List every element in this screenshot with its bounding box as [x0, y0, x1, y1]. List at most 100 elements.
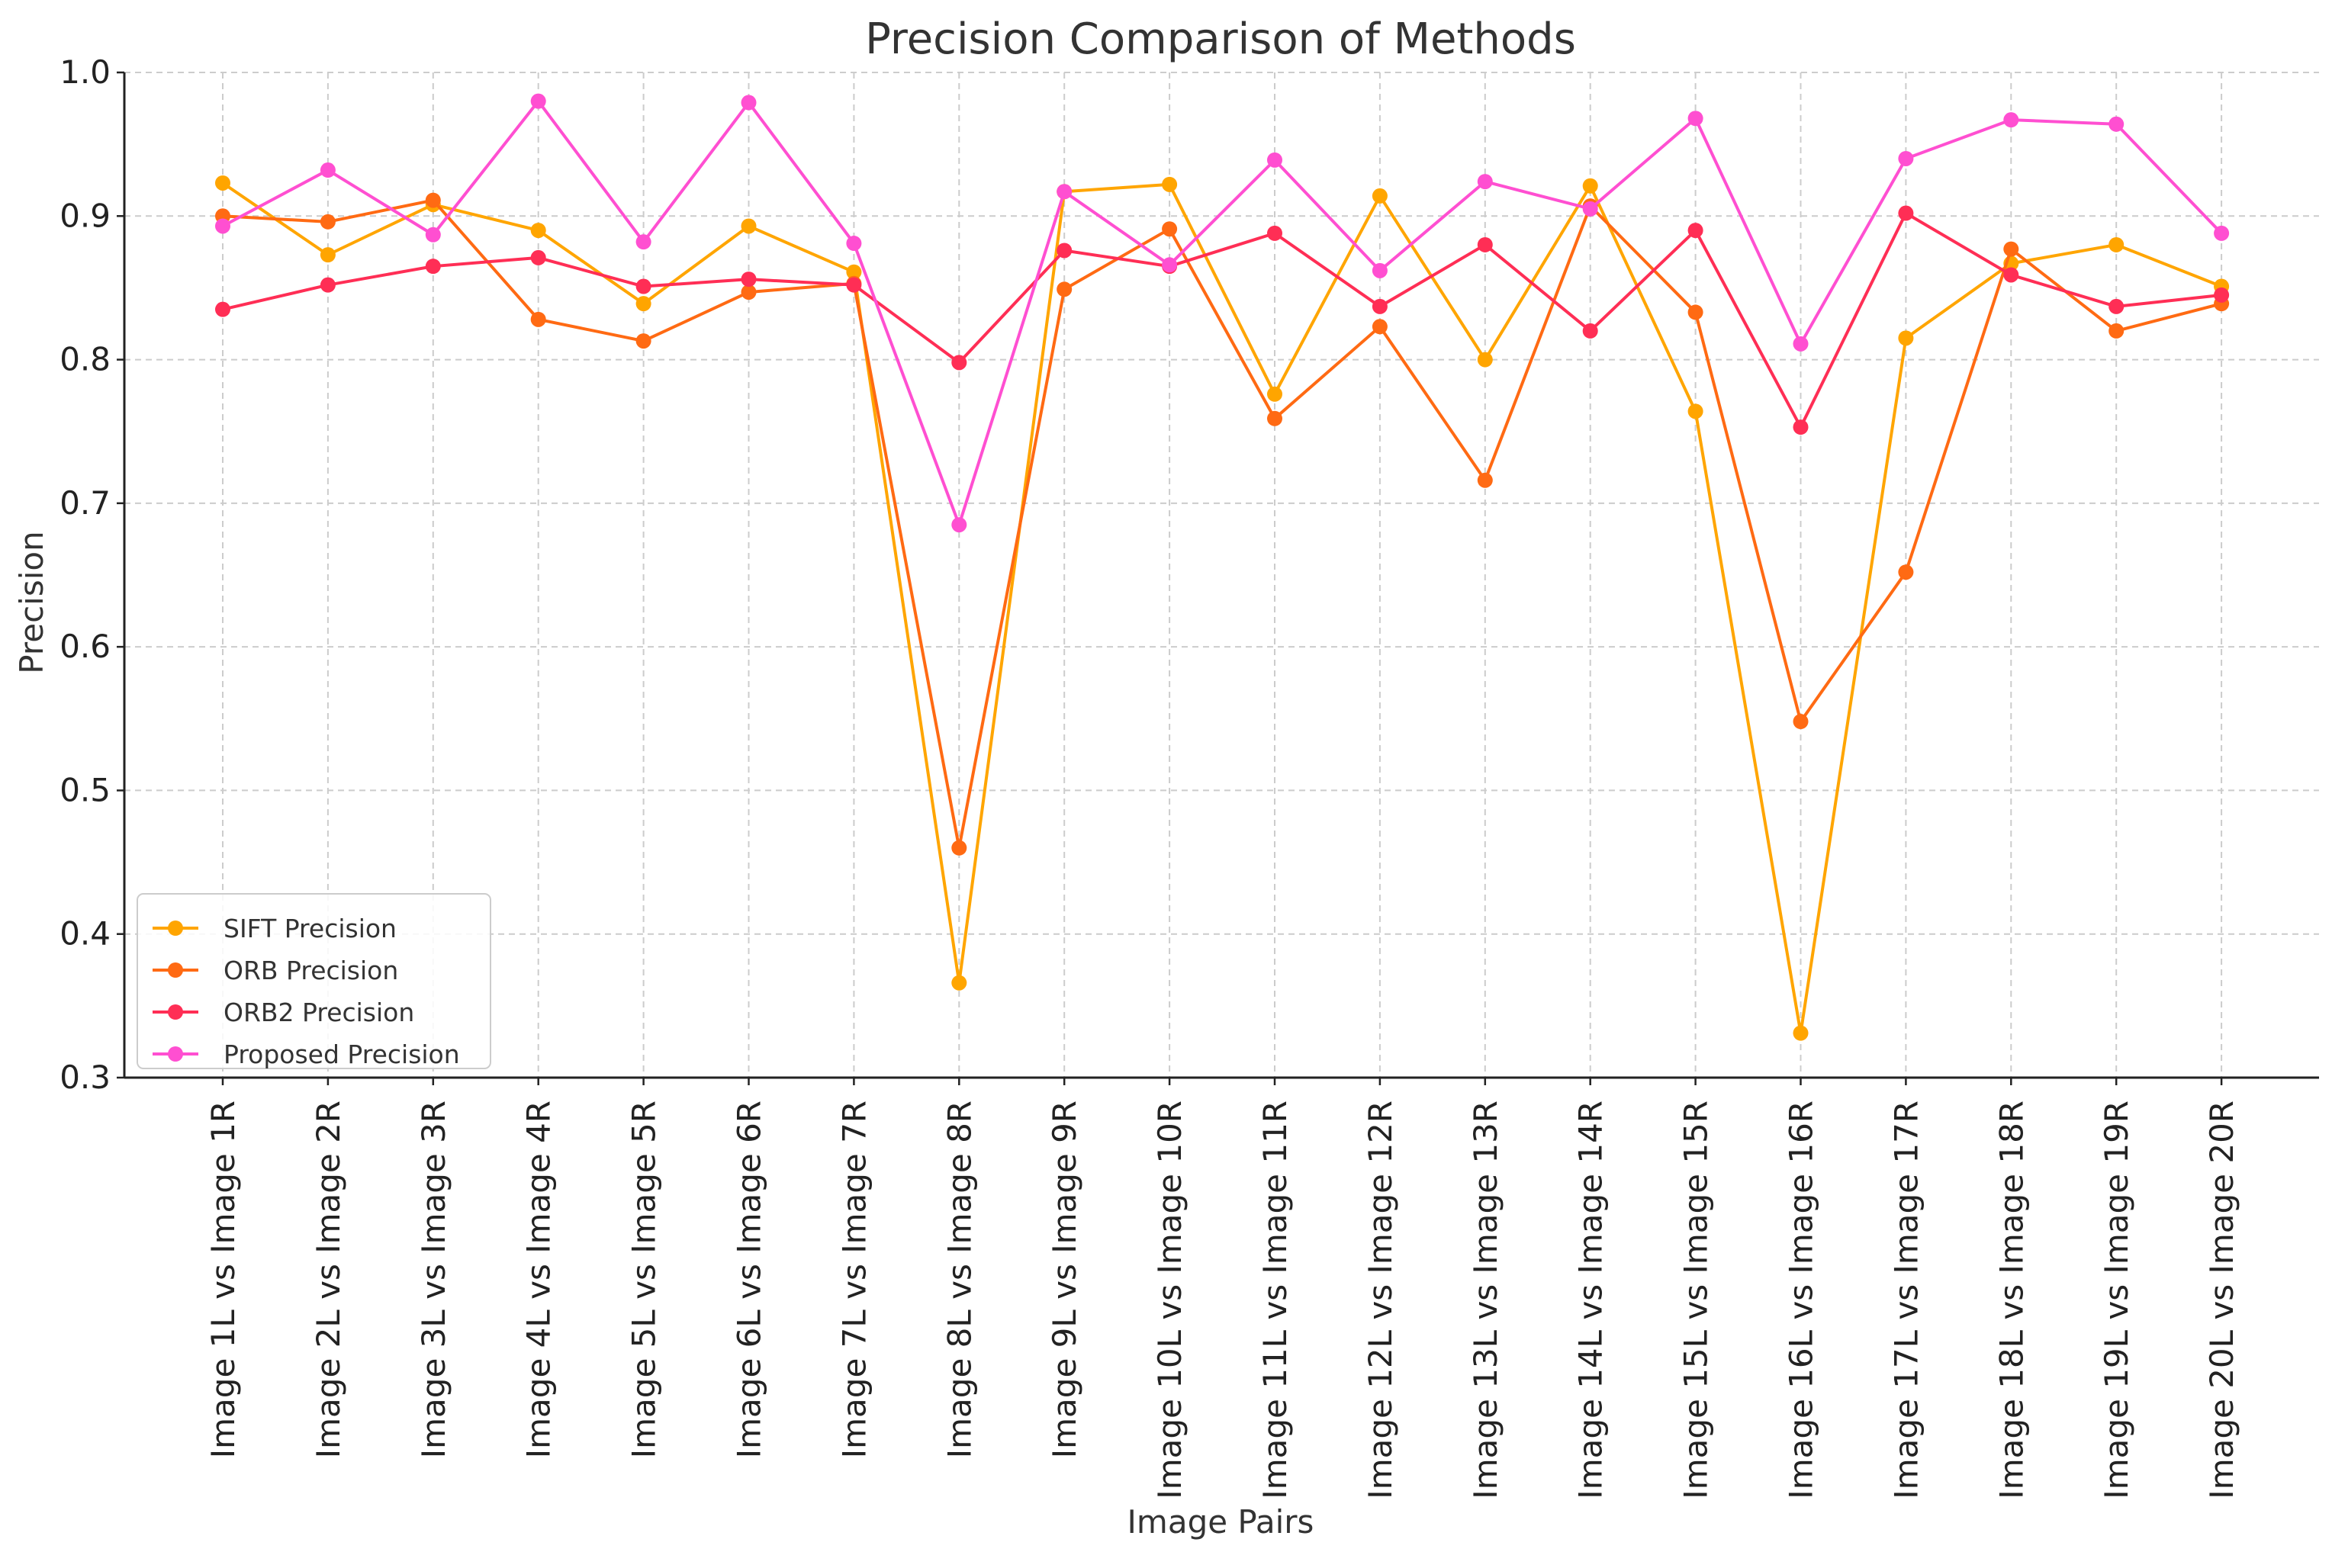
data-point [1898, 564, 1914, 580]
data-point [2003, 112, 2019, 128]
data-point [1898, 150, 1914, 166]
data-point [846, 264, 862, 280]
x-tick-label: Image 11L vs Image 11R [1256, 1100, 1294, 1499]
data-point [1793, 336, 1809, 352]
legend-item: SIFT Precision [153, 914, 397, 943]
data-point [1372, 298, 1388, 314]
data-point [1793, 714, 1809, 730]
data-point [1687, 223, 1703, 239]
legend-swatch-marker [168, 962, 183, 978]
series-proposed-precision [215, 93, 2230, 533]
x-tick-label: Image 18L vs Image 18R [1993, 1100, 2030, 1499]
y-tick-label: 1.0 [60, 53, 111, 91]
y-axis-label: Precision [13, 531, 50, 673]
legend-label: ORB Precision [224, 956, 398, 985]
series-orb2-precision [215, 205, 2230, 435]
x-tick-label: Image 4L vs Image 4R [520, 1100, 558, 1458]
legend: SIFT Precision ORB Precision ORB2 Precisio… [137, 893, 491, 1069]
data-point [320, 277, 336, 293]
data-point [1477, 236, 1493, 252]
data-point [1582, 323, 1598, 339]
x-tick-label: Image 7L vs Image 7R [835, 1100, 873, 1458]
data-point [1687, 403, 1703, 419]
y-tick-label: 0.4 [60, 915, 111, 953]
data-point [320, 214, 336, 230]
data-point [1267, 225, 1282, 241]
chart-title: Precision Comparison of Methods [865, 14, 1576, 64]
legend-item: ORB2 Precision [153, 998, 414, 1027]
data-point [1582, 201, 1598, 217]
data-point [320, 247, 336, 263]
data-point [741, 95, 757, 111]
series-sift-precision [215, 175, 2230, 1041]
series-line [222, 198, 2222, 850]
data-point [1372, 188, 1388, 204]
legend-swatch-marker [168, 1004, 183, 1020]
data-point [846, 236, 862, 252]
x-tick-label: Image 14L vs Image 14R [1572, 1100, 1610, 1499]
x-tick-label: Image 2L vs Image 2R [310, 1100, 347, 1458]
x-tick-label: Image 16L vs Image 16R [1783, 1100, 1820, 1499]
data-point [1793, 1025, 1809, 1041]
y-tick-label: 0.8 [60, 341, 111, 378]
x-tick-label: Image 10L vs Image 10R [1151, 1100, 1189, 1499]
y-tick-label: 0.9 [60, 197, 111, 234]
data-point [215, 301, 230, 317]
x-tick-label: Image 12L vs Image 12R [1362, 1100, 1399, 1499]
data-point [1057, 243, 1073, 259]
data-point [1793, 419, 1809, 435]
legend-label: ORB2 Precision [224, 998, 414, 1027]
data-point [215, 218, 230, 234]
data-point [1162, 221, 1178, 237]
data-point [2108, 298, 2125, 314]
x-tick-label: Image 5L vs Image 5R [626, 1100, 663, 1458]
x-tick-label: Image 15L vs Image 15R [1677, 1100, 1715, 1499]
y-tick-label: 0.3 [60, 1059, 111, 1096]
data-point [530, 93, 546, 109]
data-point [951, 840, 967, 856]
legend-swatch-marker [168, 921, 183, 936]
data-point [1582, 178, 1598, 194]
data-point [951, 975, 967, 991]
data-point [951, 355, 967, 371]
data-point [530, 223, 546, 239]
data-point [1162, 257, 1178, 273]
legend-item: Proposed Precision [153, 1039, 460, 1069]
x-tick-label: Image 3L vs Image 3R [415, 1100, 452, 1458]
x-tick-label: Image 6L vs Image 6R [731, 1100, 768, 1458]
legend-label: SIFT Precision [224, 914, 397, 943]
data-point [1477, 352, 1493, 368]
data-point [951, 517, 967, 533]
x-tick-label: Image 19L vs Image 19R [2098, 1100, 2135, 1499]
data-point [1687, 304, 1703, 320]
data-point [635, 333, 651, 349]
data-point [1372, 262, 1388, 278]
data-point [425, 259, 441, 275]
data-point [2108, 116, 2125, 132]
series-line [222, 99, 2223, 527]
data-point [1372, 319, 1388, 335]
data-point [846, 277, 862, 293]
y-tick-label: 0.5 [60, 771, 111, 808]
series-layer [215, 93, 2230, 1041]
x-tick-label: Image 20L vs Image 20R [2203, 1100, 2240, 1499]
data-point [530, 249, 546, 265]
data-point [1477, 174, 1493, 190]
data-point [1162, 176, 1178, 192]
legend-swatch-marker [168, 1046, 183, 1062]
x-tick-label: Image 9L vs Image 9R [1046, 1100, 1083, 1458]
data-point [2003, 267, 2019, 283]
data-point [1267, 152, 1282, 168]
data-point [635, 278, 651, 294]
grid-layer [124, 72, 2319, 1078]
x-tick-label: Image 13L vs Image 13R [1467, 1100, 1504, 1499]
data-point [1267, 386, 1282, 402]
data-point [2214, 225, 2230, 241]
data-point [1898, 205, 1914, 221]
data-point [1057, 184, 1073, 200]
data-point [2003, 241, 2019, 257]
data-point [635, 234, 651, 250]
data-point [320, 162, 336, 178]
data-point [1267, 410, 1282, 426]
